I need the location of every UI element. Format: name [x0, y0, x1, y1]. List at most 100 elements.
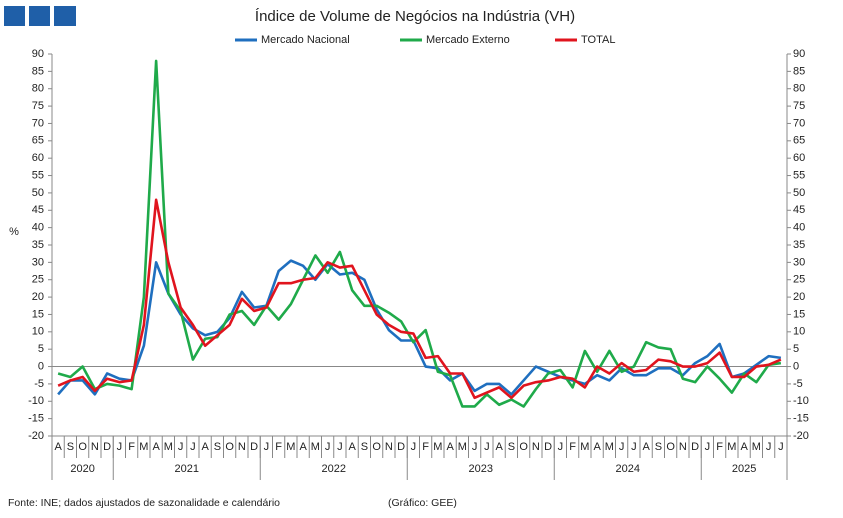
- y2-tick-label: 10: [793, 326, 805, 338]
- y-axis-label: %: [9, 226, 19, 238]
- y-tick-label: 75: [32, 100, 44, 112]
- logo-square: [4, 6, 25, 26]
- x-tick-label: M: [139, 441, 148, 453]
- x-tick-label: D: [544, 441, 552, 453]
- x-tick-label: M: [752, 441, 761, 453]
- y2-tick-label: 20: [793, 291, 805, 303]
- y2-tick-label: 45: [793, 204, 805, 216]
- x-tick-label: F: [716, 441, 723, 453]
- y2-tick-label: -15: [793, 413, 809, 425]
- y2-tick-label: 0: [793, 360, 799, 372]
- legend-label: Mercado Nacional: [261, 34, 350, 46]
- y2-tick-label: 25: [793, 274, 805, 286]
- year-label: 2021: [175, 463, 199, 475]
- logo-square: [54, 6, 76, 26]
- source: Fonte: INE; dados ajustados de sazonalid…: [8, 497, 280, 509]
- y-tick-label: 40: [32, 222, 44, 234]
- x-tick-label: M: [458, 441, 467, 453]
- series-line: [57, 198, 782, 400]
- y2-tick-label: 5: [793, 343, 799, 355]
- y-tick-label: 70: [32, 117, 44, 129]
- x-tick-label: S: [361, 441, 368, 453]
- x-tick-label: N: [679, 441, 687, 453]
- x-tick-label: S: [508, 441, 515, 453]
- year-label: 2020: [70, 463, 94, 475]
- y-tick-label: 5: [38, 343, 44, 355]
- series-line: [57, 259, 782, 396]
- x-tick-label: A: [593, 441, 601, 453]
- x-tick-label: J: [117, 441, 123, 453]
- x-tick-label: F: [275, 441, 282, 453]
- x-tick-label: N: [532, 441, 540, 453]
- x-tick-label: O: [372, 441, 381, 453]
- year-label: 2025: [732, 463, 756, 475]
- x-tick-label: F: [569, 441, 576, 453]
- y-tick-label: -20: [28, 430, 44, 442]
- y2-tick-label: 90: [793, 48, 805, 60]
- y-tick-label: 65: [32, 135, 44, 147]
- y-tick-label: 45: [32, 204, 44, 216]
- x-tick-label: A: [152, 441, 160, 453]
- y2-tick-label: 30: [793, 256, 805, 268]
- y-tick-label: 60: [32, 152, 44, 164]
- x-tick-label: M: [605, 441, 614, 453]
- x-tick-label: A: [201, 441, 209, 453]
- x-tick-label: S: [214, 441, 221, 453]
- x-tick-label: J: [558, 441, 564, 453]
- x-tick-label: M: [311, 441, 320, 453]
- year-label: 2022: [322, 463, 346, 475]
- y2-tick-label: 80: [793, 83, 805, 95]
- y2-tick-label: -20: [793, 430, 809, 442]
- x-tick-label: J: [705, 441, 711, 453]
- y-tick-label: 85: [32, 65, 44, 77]
- y2-tick-label: -10: [793, 395, 809, 407]
- y-tick-label: 10: [32, 326, 44, 338]
- x-tick-label: J: [778, 441, 784, 453]
- x-tick-label: A: [299, 441, 307, 453]
- legend-label: TOTAL: [581, 34, 615, 46]
- year-label: 2024: [616, 463, 640, 475]
- x-tick-label: M: [164, 441, 173, 453]
- x-tick-label: J: [337, 441, 343, 453]
- x-tick-label: M: [727, 441, 736, 453]
- x-tick-label: J: [631, 441, 637, 453]
- x-tick-label: A: [348, 441, 356, 453]
- x-tick-label: A: [642, 441, 650, 453]
- x-tick-label: O: [519, 441, 528, 453]
- x-tick-label: S: [67, 441, 74, 453]
- y-tick-label: 35: [32, 239, 44, 251]
- y-tick-label: -10: [28, 395, 44, 407]
- x-tick-label: N: [91, 441, 99, 453]
- y2-tick-label: -5: [793, 378, 803, 390]
- x-tick-label: N: [238, 441, 246, 453]
- y2-tick-label: 85: [793, 65, 805, 77]
- x-tick-label: F: [128, 441, 135, 453]
- x-tick-label: J: [264, 441, 270, 453]
- x-tick-label: O: [78, 441, 87, 453]
- x-tick-label: D: [397, 441, 405, 453]
- y-tick-label: 15: [32, 308, 44, 320]
- y2-tick-label: 15: [793, 308, 805, 320]
- x-tick-label: A: [495, 441, 503, 453]
- logo-square: [29, 6, 50, 26]
- y2-tick-label: 50: [793, 187, 805, 199]
- x-tick-label: F: [422, 441, 429, 453]
- x-tick-label: J: [766, 441, 772, 453]
- x-tick-label: J: [178, 441, 184, 453]
- x-tick-label: O: [666, 441, 675, 453]
- x-tick-label: M: [433, 441, 442, 453]
- x-tick-label: A: [446, 441, 454, 453]
- x-tick-label: J: [190, 441, 196, 453]
- x-tick-label: A: [740, 441, 748, 453]
- y2-tick-label: 35: [793, 239, 805, 251]
- y2-tick-label: 40: [793, 222, 805, 234]
- legend-label: Mercado Externo: [426, 34, 510, 46]
- y-tick-label: 80: [32, 83, 44, 95]
- y2-tick-label: 65: [793, 135, 805, 147]
- x-tick-label: D: [691, 441, 699, 453]
- x-tick-label: J: [472, 441, 478, 453]
- y-tick-label: 55: [32, 169, 44, 181]
- x-tick-label: J: [619, 441, 625, 453]
- x-tick-label: M: [286, 441, 295, 453]
- y2-tick-label: 60: [793, 152, 805, 164]
